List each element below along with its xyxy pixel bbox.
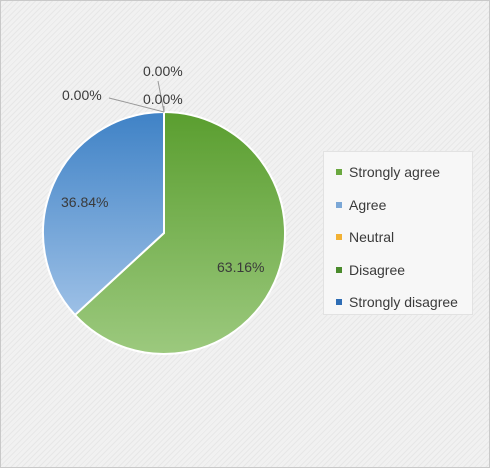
leader-line-strongly-disagree (108, 97, 165, 113)
legend-item-disagree: Disagree (336, 254, 472, 287)
legend-item-agree: Agree (336, 189, 472, 222)
legend-swatch-strongly-disagree (336, 299, 342, 306)
legend-swatch-strongly-agree (336, 169, 342, 176)
pie-slice-strongly-agree (73, 110, 287, 355)
legend-label: Strongly disagree (349, 294, 458, 311)
legend-label: Neutral (349, 229, 395, 246)
data-label-strongly-disagree: 0.00% (62, 87, 102, 103)
legend-label: Agree (349, 196, 387, 213)
legend-label: Strongly agree (349, 164, 441, 181)
legend-item-neutral: Neutral (336, 221, 472, 254)
data-label-strongly-agree: 63.16% (217, 259, 264, 275)
legend-swatch-agree (336, 201, 342, 208)
legend-swatch-neutral (336, 234, 342, 241)
legend-item-strongly-disagree: Strongly disagree (336, 286, 472, 319)
data-label-agree: 36.84% (61, 194, 108, 210)
data-label-neutral: 0.00% (143, 63, 183, 79)
leader-line-neutral (157, 80, 165, 113)
legend-item-strongly-agree: Strongly agree (336, 156, 472, 189)
data-label-disagree: 0.00% (143, 91, 183, 107)
legend-swatch-disagree (336, 266, 342, 273)
pie-slice-agree (42, 110, 165, 317)
legend: Strongly agree Agree Neutral Disagree St… (323, 151, 473, 315)
legend-label: Disagree (349, 261, 406, 278)
